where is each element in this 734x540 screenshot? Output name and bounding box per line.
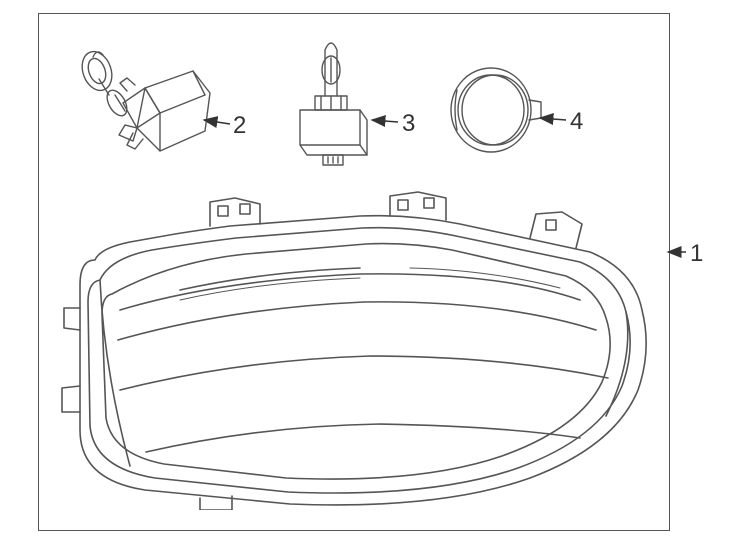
callout-label-2: 2	[233, 112, 246, 140]
callout-label-1: 1	[690, 240, 703, 268]
callout-label-3: 3	[402, 110, 415, 138]
callout-label-4: 4	[570, 108, 583, 136]
part-headlamp-housing	[60, 190, 660, 510]
part-hid-bulb	[285, 30, 380, 170]
part-bulb-socket	[75, 33, 215, 173]
part-cap-cover	[445, 60, 545, 160]
